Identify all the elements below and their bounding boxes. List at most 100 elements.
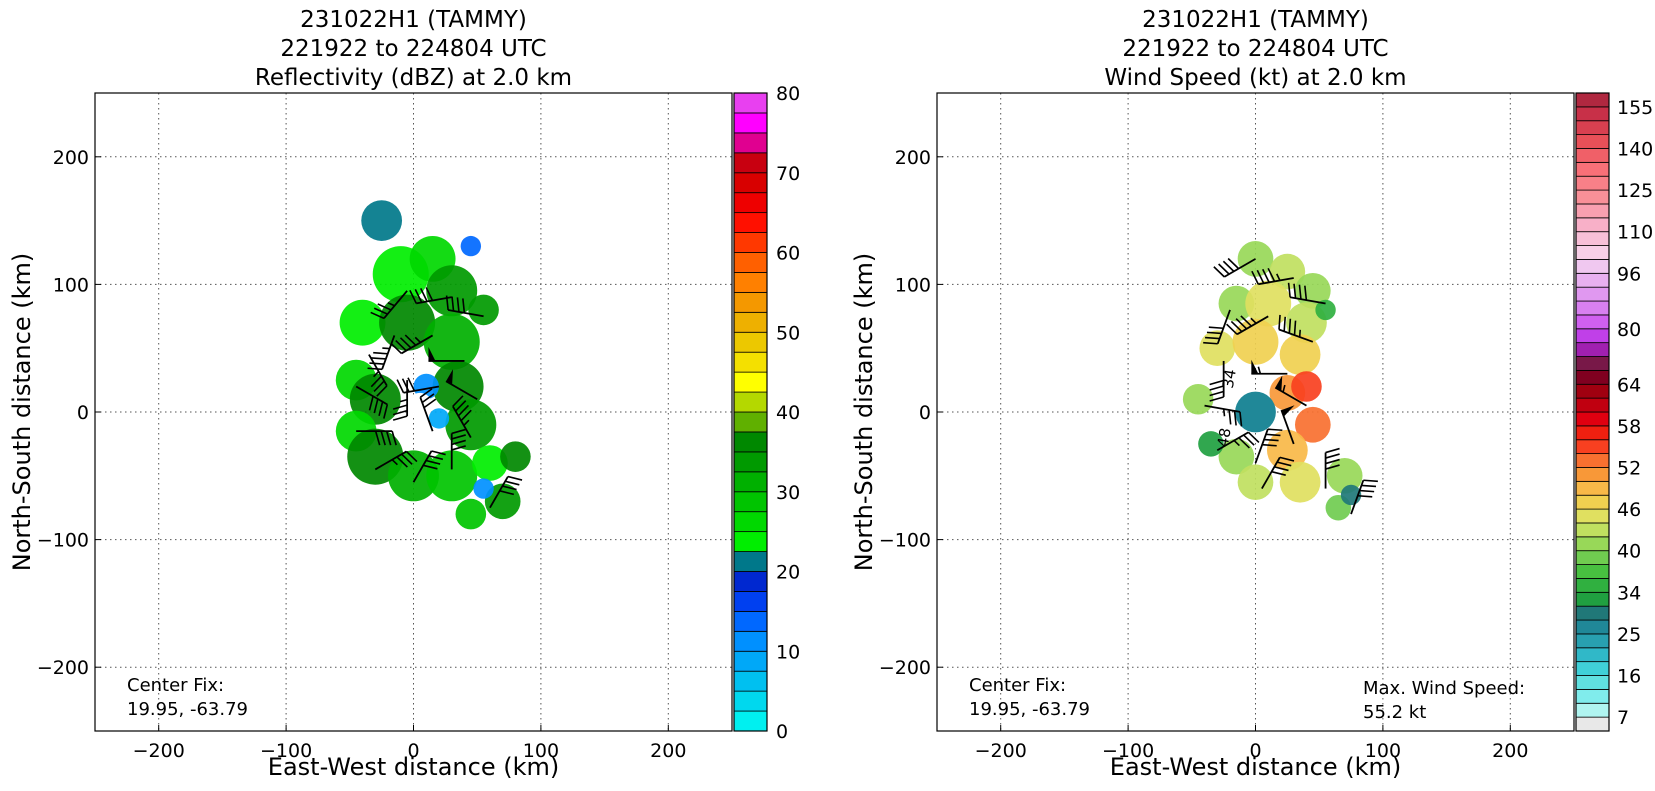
wind-barb-flag [409, 289, 417, 304]
wind-barb [370, 290, 408, 320]
wind-speed-cell [1199, 330, 1236, 367]
wind-barb-flag [374, 430, 381, 446]
colorbar-segment [1575, 217, 1610, 233]
wind-barb-shaft [1254, 428, 1269, 464]
wind-barb-flag [507, 475, 523, 481]
colorbar-frame [733, 92, 768, 732]
wind-barb [1350, 479, 1378, 515]
wind-barb-shaft [368, 354, 388, 387]
wind-barb-flag [385, 430, 392, 446]
wind-barb-half-flag [1276, 273, 1281, 281]
wind-barb-flag [1228, 409, 1232, 425]
wind-barb-flag [1243, 434, 1255, 446]
wind-barb-shaft [1216, 309, 1231, 345]
colorbar-tick-label: 16 [1617, 666, 1641, 688]
reflectivity-cell [339, 299, 386, 346]
wind-barb [1203, 309, 1231, 345]
wind-barb [450, 428, 466, 470]
title-line-1: 231022H1 (TAMMY) [1142, 7, 1369, 33]
wind-barb [445, 295, 484, 318]
wind-barb-flag [452, 395, 464, 407]
colorbar-segment [733, 690, 768, 712]
wind-barb-shaft [1280, 409, 1295, 445]
title-line-3: Reflectivity (dBZ) at 2.0 km [255, 65, 572, 91]
colorbar-segment [733, 531, 768, 552]
wind-speed-cell [1279, 461, 1321, 503]
wind-barb [356, 430, 397, 446]
wind-barb-shaft [1236, 315, 1269, 336]
wind-barb-flag [421, 393, 435, 404]
wind-barb-shaft [412, 450, 433, 483]
colorbar-segment [1575, 203, 1610, 219]
wind-barb-pennant [446, 369, 454, 385]
wind-barb-flag [1263, 438, 1279, 442]
wind-barb-flag [1235, 318, 1248, 330]
colorbar-segment [733, 152, 768, 174]
wind-barb-flag [455, 400, 467, 412]
colorbar-segment [1575, 259, 1610, 274]
wind-barb [396, 377, 440, 394]
wind-barb-flag [377, 303, 392, 311]
wind-barb-flag [1227, 257, 1240, 270]
wind-barb-flag [1240, 315, 1252, 327]
wind-barb-flag [1325, 447, 1340, 454]
wind-barb-shaft [452, 405, 472, 438]
wind-barb-flag [1265, 433, 1281, 437]
wind-barb [1251, 267, 1294, 286]
wind-barb-flag [1230, 320, 1243, 333]
wind-barb-half-flag [1298, 329, 1301, 338]
colorbar-segment [1575, 411, 1610, 427]
reflectivity-cell [455, 498, 487, 530]
wind-barb-flag [395, 339, 407, 352]
wind-barb [419, 388, 437, 432]
title-line-2: 221922 to 224804 UTC [280, 36, 546, 62]
x-tick-label: 200 [650, 740, 686, 762]
wind-barb-half-flag [1222, 408, 1226, 417]
colorbar-segment [733, 212, 768, 233]
y-axis-label: North-South distance (km) [850, 253, 878, 572]
wind-speed-cell [1315, 299, 1336, 321]
colorbar-tick-label: 125 [1617, 180, 1653, 202]
wind-barb [355, 385, 389, 419]
wind-barb-flag [1222, 260, 1235, 272]
wind-barb-shaft [381, 335, 396, 370]
colorbar-tick-label: 50 [776, 322, 800, 344]
wind-barb-flag [396, 379, 405, 394]
reflectivity-cell [432, 361, 484, 412]
contour-label: 34 [1219, 368, 1240, 390]
grid [95, 93, 732, 731]
center-fix-label: Center Fix: [127, 675, 224, 696]
colorbar-tick-label: 80 [776, 83, 800, 105]
wind-barb-flag [1208, 326, 1224, 330]
y-tick-label: 0 [77, 402, 89, 424]
wind-barb [1274, 375, 1307, 407]
wind-barb-flag [391, 430, 397, 446]
colorbar-segment [1575, 120, 1610, 136]
colorbar-segment [733, 431, 768, 453]
colorbar-reflectivity [733, 92, 768, 732]
wind-barb-flag [414, 289, 423, 303]
colorbar-segment [1575, 342, 1610, 357]
wind-barb-flag [1361, 484, 1377, 488]
wind-barb-shaft [1223, 258, 1256, 278]
wind-barb [445, 369, 478, 401]
wind-barb-flag [1209, 385, 1224, 391]
colorbar-segment [1575, 314, 1610, 330]
wind-barb-flag [401, 453, 413, 465]
x-tick-label: −200 [975, 740, 1027, 762]
colorbar-segment [733, 172, 768, 194]
colorbar-segment [733, 371, 768, 393]
colorbar-tick-label: 58 [1617, 416, 1641, 438]
wind-barb-flag [392, 415, 408, 421]
wind-barb [489, 475, 523, 509]
wind-barb-flag [1279, 456, 1295, 462]
reflectivity-cell [460, 235, 482, 257]
title-line-3: Wind Speed (kt) at 2.0 km [1104, 65, 1406, 91]
colorbar-segment [1575, 661, 1610, 676]
wind-barb-flag [451, 434, 466, 440]
colorbar-segment [733, 710, 768, 732]
wind-barb-flag [425, 287, 434, 301]
wind-barb-shaft [1258, 277, 1294, 286]
wind-barb-flag [1205, 336, 1220, 340]
reflectivity-cell [472, 445, 508, 481]
